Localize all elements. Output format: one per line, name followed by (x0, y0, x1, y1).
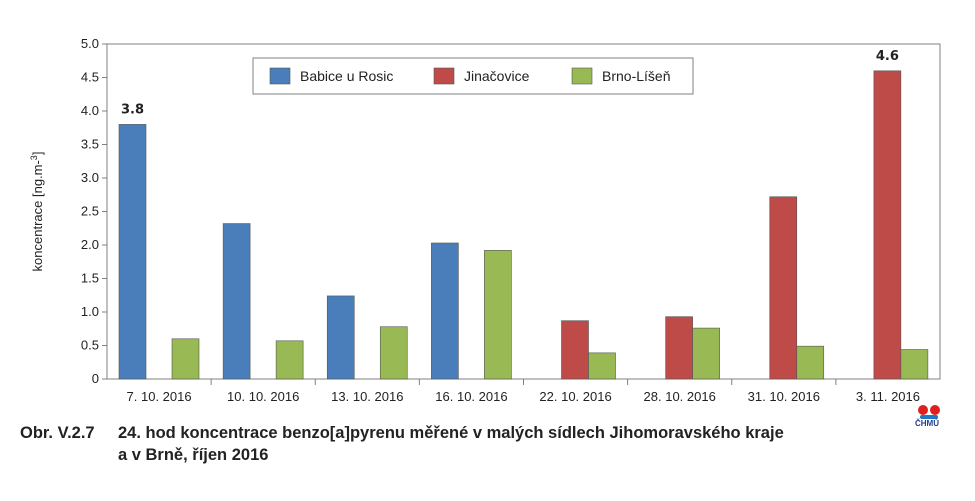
bar-babice-u-rosic (431, 242, 459, 380)
y-tick-label: 4.5 (81, 70, 99, 85)
y-tick-label: 3.5 (81, 137, 99, 152)
bar-brno-l-e- (692, 327, 720, 380)
bar-brno-l-e- (275, 340, 304, 380)
y-axis-label: koncentrace [ng.m-3] (29, 152, 45, 272)
bar-jina-ovice (665, 316, 693, 380)
x-tick-label: 10. 10. 2016 (227, 389, 299, 404)
legend-swatch (269, 67, 291, 85)
y-tick-label: 1.0 (81, 304, 99, 319)
bar-babice-u-rosic (222, 223, 251, 380)
legend-swatch (433, 67, 455, 85)
bar-jina-ovice (769, 196, 798, 380)
data-label: 3.8 (121, 102, 144, 117)
x-tick-label: 13. 10. 2016 (331, 389, 403, 404)
caption-line-2: a v Brně, říjen 2016 (118, 446, 269, 464)
legend-label: Brno-Líšeň (602, 68, 670, 84)
bar-jina-ovice (873, 70, 902, 380)
x-tick-label: 3. 11. 2016 (856, 389, 920, 404)
logo-text: ČHMÚ (915, 419, 939, 428)
bar-brno-l-e- (900, 349, 929, 380)
legend-swatch (571, 67, 593, 85)
x-tick-label: 31. 10. 2016 (748, 389, 820, 404)
y-tick-label: 0.5 (81, 338, 99, 353)
caption-number: Obr. V.2.7 (20, 424, 95, 442)
bar-brno-l-e- (796, 345, 825, 380)
data-label: 4.6 (876, 49, 899, 64)
y-tick-label: 2.0 (81, 237, 99, 252)
y-tick-label: 5.0 (81, 36, 99, 51)
chmu-logo: ČHMÚ (915, 405, 945, 431)
legend-label: Jinačovice (464, 68, 530, 84)
bar-brno-l-e- (379, 326, 408, 380)
bar-jina-ovice (561, 320, 589, 380)
legend-box (252, 57, 694, 95)
x-tick-label: 28. 10. 2016 (644, 389, 716, 404)
x-tick-label: 7. 10. 2016 (127, 389, 192, 404)
bar-brno-l-e- (588, 352, 616, 380)
legend-label: Babice u Rosic (300, 68, 393, 84)
caption-line-1: 24. hod koncentrace benzo[a]pyrenu měřen… (118, 424, 784, 442)
bar-babice-u-rosic (326, 295, 355, 380)
bar-chart: 0 0.5 1.0 1.5 2.0 2.5 3.0 3.5 4.0 4.5 5.0 koncentra… (29, 36, 941, 404)
x-tick-label: 22. 10. 2016 (539, 389, 611, 404)
bar-brno-l-e- (484, 250, 512, 380)
x-tick-label: 16. 10. 2016 (435, 389, 507, 404)
bar-babice-u-rosic (118, 124, 147, 380)
y-tick-label: 0 (92, 371, 99, 386)
figure-caption: Obr. V.2.7 24. hod koncentrace benzo[a]py… (20, 422, 784, 466)
y-tick-label: 1.5 (81, 271, 99, 286)
y-tick-label: 2.5 (81, 204, 99, 219)
y-tick-label: 4.0 (81, 103, 99, 118)
y-tick-label: 3.0 (81, 170, 99, 185)
bar-brno-l-e- (171, 338, 200, 380)
